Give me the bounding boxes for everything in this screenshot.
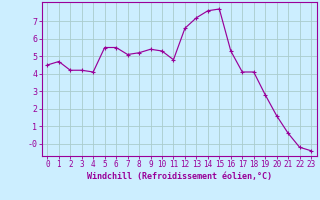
X-axis label: Windchill (Refroidissement éolien,°C): Windchill (Refroidissement éolien,°C) (87, 172, 272, 181)
